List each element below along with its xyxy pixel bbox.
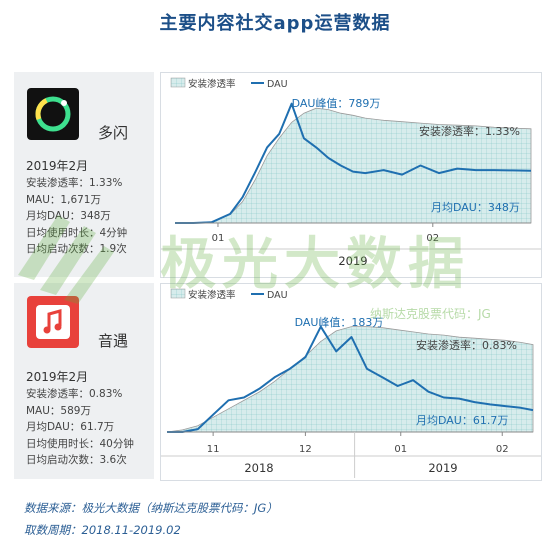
chart-panel-duoshan: 安装渗透率 DAU 01 02 2019 DAU峰值：789万安装渗透率：1.33% 月均D… (160, 72, 542, 278)
legend-label-penetration: 安装渗透率 (188, 289, 236, 301)
duoshan-logo-icon (27, 88, 79, 140)
chart-legend: 安装渗透率 DAU (170, 288, 288, 301)
x-tick-label: 12 (299, 444, 312, 455)
stat-penetration: 安装渗透率：0.83% (26, 388, 123, 400)
stat-month: 2019年2月 (26, 370, 89, 384)
app-name: 音遇 (98, 332, 129, 350)
year-label: 2019 (428, 461, 457, 475)
series-line-dau (167, 325, 534, 433)
x-tick-label: 02 (496, 444, 509, 455)
x-tick-label: 01 (212, 233, 225, 244)
chart-annotation: DAU峰值：789万 (292, 97, 381, 110)
stat-mau: MAU：589万 (26, 404, 91, 417)
app-stats: 2019年2月 安装渗透率：1.33% MAU：1,671万 月均DAU：348… (26, 157, 127, 258)
series-line-dau (175, 102, 532, 224)
chart-annotation: 安装渗透率：1.33% (419, 124, 520, 138)
chart-annotation: 月均DAU：348万 (431, 201, 520, 214)
legend-label-penetration: 安装渗透率 (188, 78, 236, 90)
stat-month: 2019年2月 (26, 159, 89, 173)
legend-label-dau: DAU (267, 79, 288, 90)
stat-mau: MAU：1,671万 (26, 193, 101, 206)
stat-penetration: 安装渗透率：1.33% (26, 177, 123, 189)
stat-duration: 日均使用时长：40分钟 (26, 437, 134, 450)
chart-annotation: DAU峰值：183万 (295, 316, 384, 329)
chart-annotation: 月均DAU：61.7万 (416, 414, 508, 427)
legend-label-dau: DAU (267, 290, 288, 301)
legend-swatch-penetration (170, 77, 186, 88)
app-stats: 2019年2月 安装渗透率：0.83% MAU：589万 月均DAU：61.7万… (26, 368, 134, 469)
chart-yinyu: 安装渗透率 DAU 11 12 01 02 2018 2019 DAU峰值：183万安装渗透率：… (161, 288, 541, 478)
series-area-penetration (175, 107, 532, 224)
yinyu-logo-icon (27, 296, 79, 348)
stat-dau: 月均DAU：61.7万 (26, 421, 115, 433)
stat-duration: 日均使用时长：4分钟 (26, 226, 128, 239)
page-title: 主要内容社交app运营数据 (159, 13, 391, 34)
year-label: 2018 (244, 461, 273, 475)
footer-source: 数据来源：极光大数据（纳斯达克股票代码：JG） (24, 501, 278, 515)
chart-legend: 安装渗透率 DAU (170, 77, 288, 90)
footer-period: 取数周期：2018.11-2019.02 (24, 523, 181, 537)
stat-launches: 日均启动次数：1.9次 (26, 243, 127, 255)
year-label: 2019 (338, 254, 367, 268)
chart-annotation: 安装渗透率：0.83% (416, 338, 517, 352)
app-name: 多闪 (98, 124, 129, 142)
series-area-penetration (166, 326, 534, 433)
stat-launches: 日均启动次数：3.6次 (26, 454, 127, 466)
x-tick-label: 02 (426, 233, 439, 244)
x-tick-label: 01 (394, 444, 407, 455)
chart-panel-yinyu: 安装渗透率 DAU 11 12 01 02 2018 2019 DAU峰值：183万安装渗透率：… (160, 283, 542, 481)
legend-swatch-penetration (170, 288, 186, 299)
stat-dau: 月均DAU：348万 (26, 210, 111, 222)
x-tick-label: 11 (207, 444, 220, 455)
